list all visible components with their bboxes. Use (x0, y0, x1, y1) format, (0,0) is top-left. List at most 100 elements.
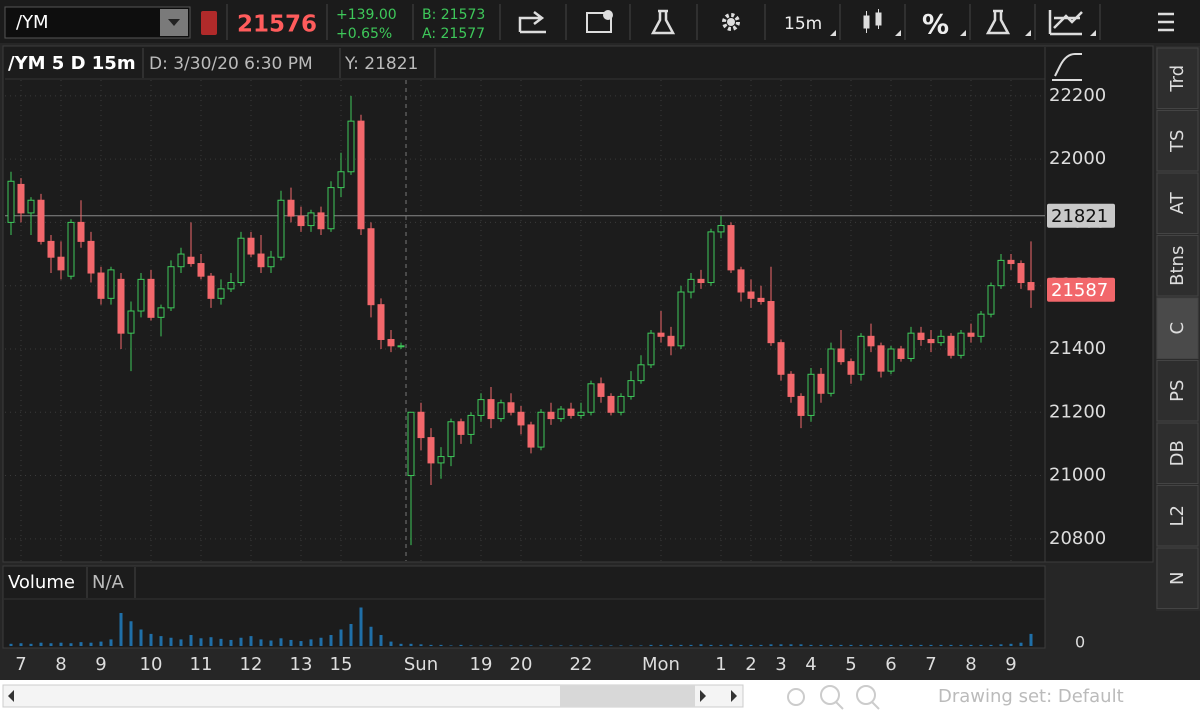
volume-bar (39, 642, 43, 646)
side-tab[interactable] (1156, 485, 1199, 547)
candle-body (527, 424, 535, 448)
candle-body (637, 364, 645, 382)
volume-bar (219, 638, 223, 646)
volume-bar (829, 644, 833, 646)
side-tab-label[interactable]: Trd (1167, 65, 1188, 93)
candle-body (27, 199, 35, 214)
side-tab-label[interactable]: C (1167, 322, 1188, 335)
side-tab[interactable] (1156, 547, 1199, 609)
side-tab-label[interactable]: L2 (1167, 505, 1188, 526)
volume-bar (59, 642, 63, 646)
volume-bar (729, 644, 733, 646)
side-tab-label[interactable]: N (1167, 572, 1188, 585)
volume-bar (519, 645, 523, 646)
side-tab-label[interactable]: DB (1167, 440, 1188, 466)
volume-bar (169, 637, 173, 646)
volume-bar (719, 644, 723, 646)
volume-bar (479, 645, 483, 646)
volume-bar (949, 644, 953, 646)
side-tab[interactable] (1156, 297, 1199, 359)
alert-icon[interactable] (201, 11, 217, 35)
volume-bar (789, 644, 793, 646)
volume-bar (119, 613, 123, 646)
volume-bar (849, 644, 853, 646)
strategy-icon[interactable] (985, 9, 1011, 35)
scrollbar-track[interactable] (2, 684, 744, 708)
candle-body (687, 278, 695, 293)
candle-body (627, 380, 635, 397)
share-icon[interactable] (518, 11, 546, 34)
x-tick-label: 7 (15, 654, 26, 675)
volume-bar (319, 637, 323, 646)
drawing-icon[interactable] (1048, 10, 1083, 36)
side-tab[interactable] (1156, 110, 1199, 172)
candle-body (297, 215, 305, 227)
candle-body (467, 414, 475, 435)
volume-bar (869, 644, 873, 646)
zoom-icons[interactable] (787, 685, 880, 710)
scroll-right-a[interactable] (700, 690, 706, 702)
scroll-thumb[interactable] (560, 685, 695, 707)
last-tag-bg (1047, 277, 1115, 302)
study-icon[interactable] (650, 9, 676, 35)
side-tab-label[interactable]: AT (1167, 191, 1188, 214)
style-icon[interactable] (863, 9, 882, 33)
aggregation[interactable]: 15m (784, 14, 822, 34)
menu-icon[interactable] (1158, 12, 1174, 32)
candle-body (657, 332, 665, 337)
info-icon[interactable] (586, 10, 613, 33)
percent-button[interactable]: % (922, 10, 949, 41)
volume-bar (179, 639, 183, 646)
side-tab-label[interactable]: PS (1167, 380, 1188, 402)
volume-bar (419, 644, 423, 646)
x-tick-label: 19 (470, 654, 493, 675)
candle-body (397, 345, 405, 348)
candle-body (67, 221, 75, 277)
x-tick-label: 3 (775, 654, 786, 675)
candle-body (237, 237, 245, 284)
volume-bar (699, 644, 703, 646)
candle-body (597, 383, 605, 397)
side-tab[interactable] (1156, 235, 1199, 297)
toolbar-separators (499, 4, 1101, 40)
scroll-left[interactable] (8, 690, 14, 702)
candle-body (377, 304, 385, 340)
candle-body (137, 278, 145, 312)
volume-title: Volume (8, 572, 75, 593)
side-tab[interactable] (1156, 422, 1199, 484)
candle-body (877, 345, 885, 372)
drawing-set[interactable]: Drawing set: Default (938, 686, 1124, 707)
symbol-box[interactable] (4, 6, 191, 39)
candle-body (537, 411, 545, 448)
volume-bar (339, 629, 343, 646)
bid: B: 21573 (422, 7, 485, 23)
candle-body (307, 212, 315, 227)
x-tick-label: 20 (510, 654, 533, 675)
volume-bar (439, 644, 443, 646)
volume-bar (579, 645, 583, 646)
x-tick-label: 22 (570, 654, 593, 675)
scroll-right-b[interactable] (731, 690, 737, 702)
volume-panel (2, 565, 1046, 649)
volume-bar (449, 645, 453, 646)
candle-body (837, 348, 845, 363)
x-tick-label: 6 (885, 654, 896, 675)
volume-bar (889, 644, 893, 646)
volume-bar (809, 644, 813, 646)
volume-bar (859, 644, 863, 646)
scale-icon[interactable] (1052, 53, 1082, 81)
side-tab-label[interactable]: TS (1167, 130, 1188, 153)
side-tab[interactable] (1156, 47, 1199, 109)
volume-bar (939, 644, 943, 646)
volume-bar (969, 644, 973, 646)
volume-bar (349, 624, 353, 646)
volume-bar (1029, 633, 1033, 646)
side-tab-label[interactable]: Btns (1167, 246, 1188, 286)
settings-icon[interactable] (722, 13, 740, 31)
candle-body (737, 269, 745, 293)
candle-body (557, 408, 565, 420)
side-tab[interactable] (1156, 360, 1199, 422)
side-tab[interactable] (1156, 172, 1199, 234)
volume-bar (999, 644, 1003, 646)
